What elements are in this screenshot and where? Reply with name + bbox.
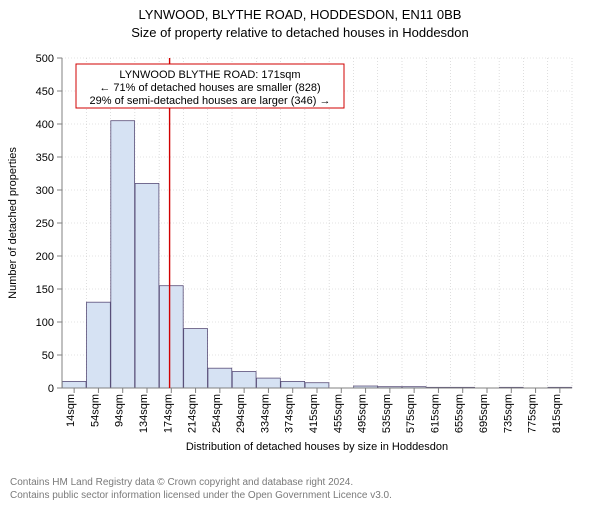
svg-text:Number of detached properties: Number of detached properties <box>7 147 19 299</box>
svg-text:615sqm: 615sqm <box>429 394 441 433</box>
svg-text:815sqm: 815sqm <box>551 394 563 433</box>
footer-line-1: Contains HM Land Registry data © Crown c… <box>10 476 392 489</box>
svg-text:214sqm: 214sqm <box>187 394 199 433</box>
svg-text:735sqm: 735sqm <box>502 394 514 433</box>
svg-text:535sqm: 535sqm <box>381 394 393 433</box>
svg-text:14sqm: 14sqm <box>65 394 77 427</box>
attribution-footer: Contains HM Land Registry data © Crown c… <box>10 476 392 502</box>
svg-text:294sqm: 294sqm <box>235 394 247 433</box>
svg-text:50: 50 <box>42 350 54 362</box>
svg-text:174sqm: 174sqm <box>162 394 174 433</box>
title-line-1: LYNWOOD, BLYTHE ROAD, HODDESDON, EN11 0B… <box>0 6 600 24</box>
svg-text:334sqm: 334sqm <box>259 394 271 433</box>
svg-text:LYNWOOD BLYTHE ROAD: 171sqm: LYNWOOD BLYTHE ROAD: 171sqm <box>119 69 300 81</box>
svg-text:775sqm: 775sqm <box>527 394 539 433</box>
svg-text:0: 0 <box>48 383 54 395</box>
svg-text:655sqm: 655sqm <box>454 394 466 433</box>
svg-text:400: 400 <box>36 119 54 131</box>
svg-text:← 71% of detached houses are s: ← 71% of detached houses are smaller (82… <box>99 82 320 94</box>
svg-text:455sqm: 455sqm <box>332 394 344 433</box>
svg-text:695sqm: 695sqm <box>478 394 490 433</box>
svg-text:150: 150 <box>36 284 54 296</box>
svg-text:Distribution of detached house: Distribution of detached houses by size … <box>186 441 448 453</box>
svg-text:100: 100 <box>36 317 54 329</box>
svg-text:300: 300 <box>36 185 54 197</box>
svg-text:200: 200 <box>36 251 54 263</box>
svg-text:500: 500 <box>36 53 54 65</box>
svg-text:250: 250 <box>36 218 54 230</box>
svg-text:94sqm: 94sqm <box>114 394 126 427</box>
svg-text:450: 450 <box>36 86 54 98</box>
chart-area: 0 50 100 150 200 250 300 350 400 450 500 14sqm 54sqm… <box>0 48 600 468</box>
title-line-2: Size of property relative to detached ho… <box>0 24 600 42</box>
chart-title: LYNWOOD, BLYTHE ROAD, HODDESDON, EN11 0B… <box>0 6 600 41</box>
svg-text:134sqm: 134sqm <box>138 394 150 433</box>
svg-text:495sqm: 495sqm <box>357 394 369 433</box>
footer-line-2: Contains public sector information licen… <box>10 489 392 502</box>
svg-text:254sqm: 254sqm <box>211 394 223 433</box>
svg-text:29% of semi-detached houses ar: 29% of semi-detached houses are larger (… <box>90 95 331 107</box>
svg-text:575sqm: 575sqm <box>405 394 417 433</box>
svg-text:350: 350 <box>36 152 54 164</box>
svg-text:374sqm: 374sqm <box>284 394 296 433</box>
svg-text:415sqm: 415sqm <box>308 394 320 433</box>
svg-text:54sqm: 54sqm <box>89 394 101 427</box>
histogram-svg: 0 50 100 150 200 250 300 350 400 450 500 14sqm 54sqm… <box>0 48 600 468</box>
